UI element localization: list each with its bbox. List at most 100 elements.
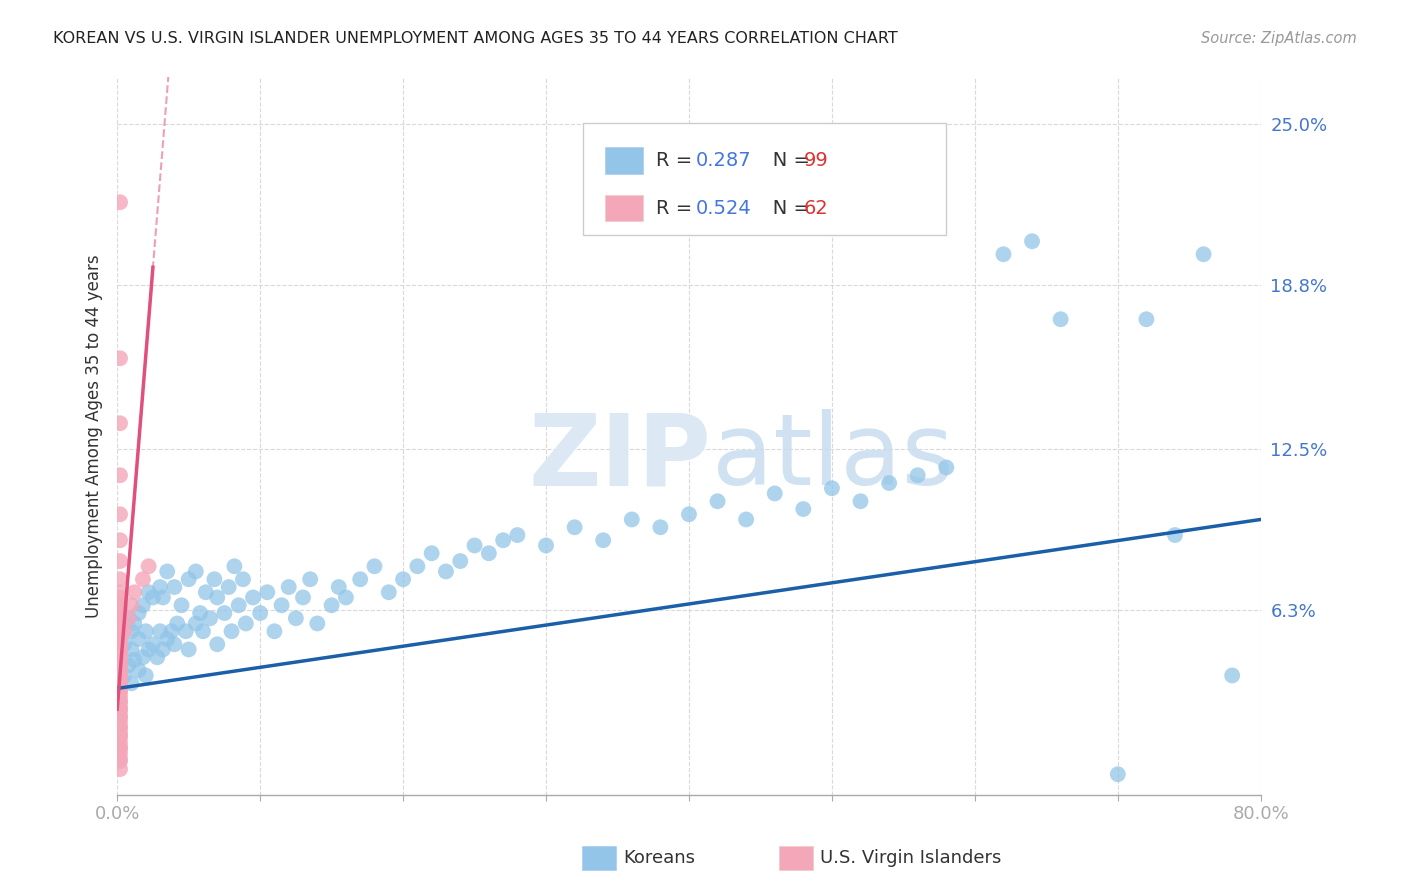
Point (108, 591, 131, 605)
Text: R =: R = (657, 151, 699, 170)
Point (232, 572, 254, 586)
Point (108, 710, 131, 724)
Point (263, 624, 285, 639)
Point (221, 624, 243, 639)
Point (108, 725, 131, 739)
Point (228, 599, 250, 613)
Point (191, 624, 214, 639)
Point (993, 247, 1015, 261)
Point (1220, 668, 1243, 682)
Point (117, 658, 139, 673)
Point (177, 642, 200, 657)
Point (214, 606, 236, 620)
Point (849, 494, 872, 508)
Point (112, 668, 135, 682)
Point (108, 632, 131, 646)
Point (121, 599, 143, 613)
Point (149, 580, 172, 594)
Point (177, 572, 200, 586)
Text: Koreans: Koreans (623, 849, 695, 867)
Point (128, 632, 150, 646)
Text: N =: N = (755, 151, 817, 170)
Point (198, 611, 221, 625)
Text: KOREAN VS U.S. VIRGIN ISLANDER UNEMPLOYMENT AMONG AGES 35 TO 44 YEARS CORRELATIO: KOREAN VS U.S. VIRGIN ISLANDER UNEMPLOYM… (53, 31, 898, 46)
Point (160, 624, 183, 639)
Point (108, 658, 131, 673)
Point (224, 559, 246, 574)
Point (678, 508, 700, 522)
Point (121, 624, 143, 639)
Point (108, 705, 131, 719)
Text: atlas: atlas (711, 409, 953, 507)
Point (132, 650, 155, 665)
Point (132, 599, 155, 613)
Point (108, 627, 131, 641)
Point (307, 616, 329, 631)
Point (478, 546, 501, 560)
Point (108, 752, 131, 766)
Text: 0.287: 0.287 (696, 151, 751, 170)
Point (108, 673, 131, 688)
Point (135, 624, 157, 639)
Point (449, 554, 471, 568)
Point (128, 606, 150, 620)
Point (124, 653, 146, 667)
Point (108, 616, 131, 631)
Point (256, 585, 278, 599)
Point (492, 533, 515, 548)
Point (464, 538, 486, 552)
Point (184, 565, 207, 579)
Point (270, 599, 292, 613)
Point (907, 468, 929, 483)
Point (506, 528, 529, 542)
Point (1135, 312, 1157, 326)
Point (146, 650, 169, 665)
Point (792, 502, 814, 516)
Point (1021, 234, 1043, 248)
Point (108, 694, 131, 708)
Point (108, 658, 131, 673)
Point (242, 591, 264, 605)
Point (735, 512, 758, 526)
Text: N =: N = (755, 199, 817, 218)
Point (564, 520, 586, 534)
Text: Source: ZipAtlas.com: Source: ZipAtlas.com (1201, 31, 1357, 46)
Point (935, 460, 957, 475)
Point (149, 624, 172, 639)
Point (108, 648, 131, 662)
Point (108, 721, 131, 735)
Point (235, 616, 257, 631)
Point (284, 611, 307, 625)
Point (124, 616, 146, 631)
Text: 99: 99 (804, 151, 828, 170)
Point (108, 637, 131, 651)
Point (1107, 767, 1129, 781)
Point (108, 642, 131, 657)
Point (218, 580, 240, 594)
Point (108, 668, 131, 682)
Point (152, 591, 174, 605)
Point (108, 747, 131, 761)
Point (108, 600, 131, 615)
Point (650, 520, 672, 534)
Point (108, 599, 131, 613)
Point (1192, 247, 1215, 261)
Point (821, 481, 844, 495)
Point (207, 591, 229, 605)
Point (406, 559, 429, 574)
Point (156, 565, 179, 579)
Point (108, 715, 131, 730)
Point (108, 702, 131, 716)
Point (108, 508, 131, 522)
Point (877, 476, 900, 491)
Point (299, 572, 322, 586)
Point (108, 622, 131, 636)
Point (121, 642, 143, 657)
Point (166, 616, 188, 631)
Point (108, 762, 131, 776)
Point (108, 611, 131, 625)
Point (108, 721, 131, 735)
Text: ZIP: ZIP (529, 409, 711, 507)
Point (108, 585, 131, 599)
Point (194, 585, 217, 599)
